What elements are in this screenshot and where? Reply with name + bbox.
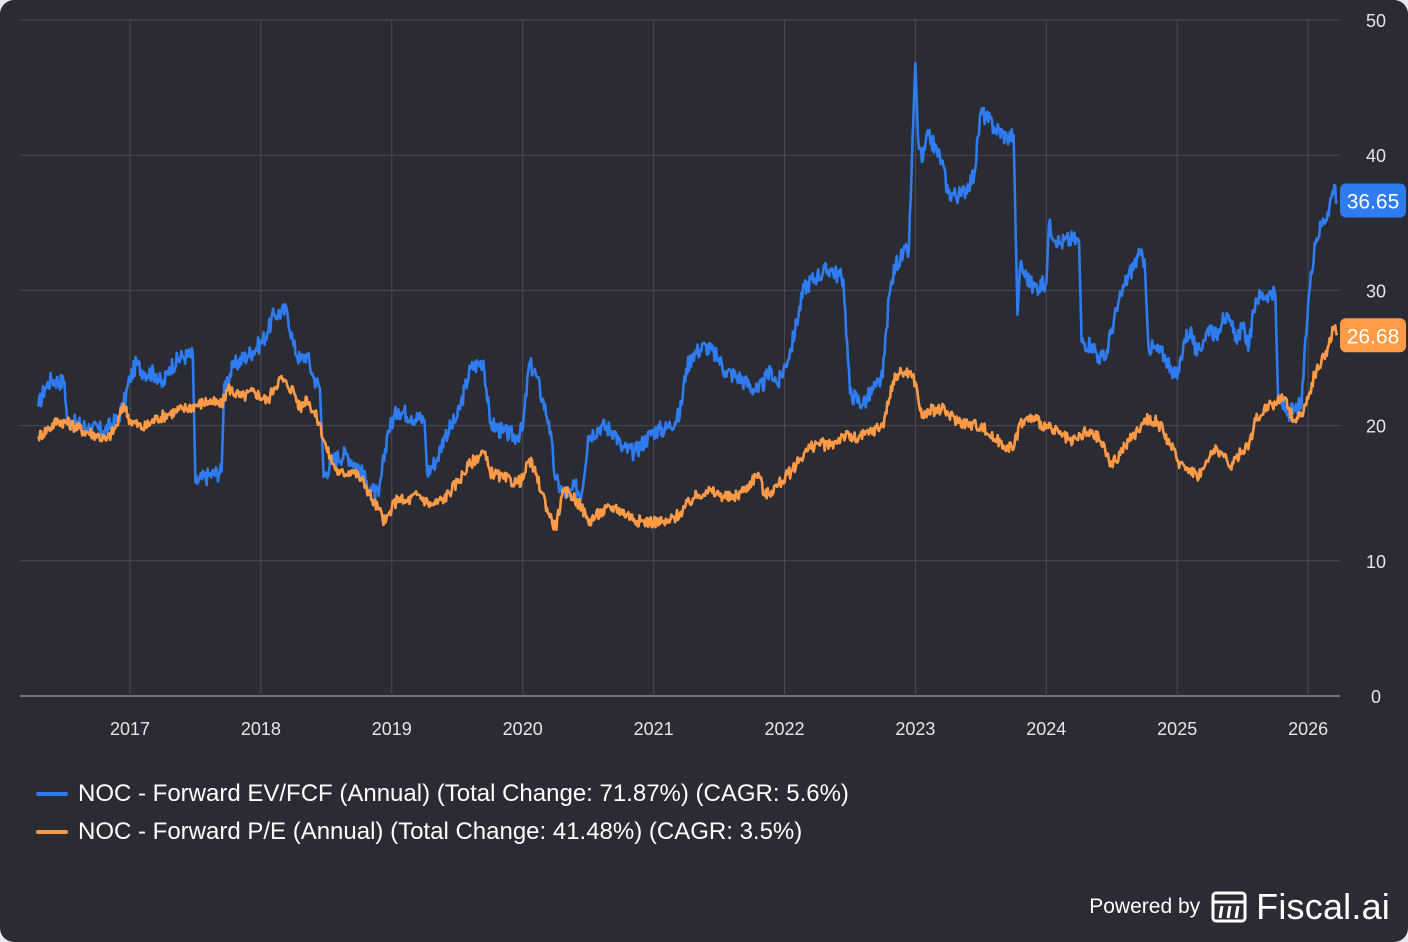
x-tick-label: 2020 [503,719,543,739]
y-tick-label: 50 [1366,11,1386,31]
last-value-badge-pe [1340,318,1406,353]
legend-label-ev-fcf: NOC - Forward EV/FCF (Annual) (Total Cha… [78,780,849,807]
y-tick-label: 0 [1371,687,1381,707]
y-tick-label: 20 [1366,417,1386,437]
x-tick-label: 2026 [1288,719,1328,739]
x-tick-label: 2025 [1157,719,1197,739]
x-tick-label: 2022 [764,719,804,739]
legend-swatch-pe [36,830,68,834]
brand-name: Fiscal.ai [1256,886,1390,927]
last-value-label-ev-fcf: 36.65 [1347,190,1400,213]
legend-item-ev-fcf[interactable]: NOC - Forward EV/FCF (Annual) (Total Cha… [36,780,849,808]
y-tick-label: 10 [1366,552,1386,572]
x-tick-label: 2019 [372,719,412,739]
legend-item-pe[interactable]: NOC - Forward P/E (Annual) (Total Change… [36,818,802,846]
x-tick-label: 2017 [110,719,150,739]
x-tick-label: 2018 [241,719,281,739]
powered-by-text: Powered by [1089,895,1201,918]
last-value-label-pe: 26.68 [1347,325,1400,348]
fiscal-logo-icon [1211,891,1247,923]
powered-by-branding[interactable]: Powered by Fiscal.ai [1089,886,1390,928]
x-tick-label: 2023 [895,719,935,739]
x-tick-label: 2021 [634,719,674,739]
legend-label-pe: NOC - Forward P/E (Annual) (Total Change… [78,818,803,845]
y-tick-label: 30 [1366,281,1386,301]
label-layer: 0 10 20 30 40 50 2017 2018 2019 2020 2021 2022 2023 2… [110,11,1406,739]
legend-swatch-ev-fcf [36,792,68,796]
series-line-ev-fcf [37,62,1339,502]
series-layer [37,62,1339,532]
x-tick-label: 2024 [1026,719,1066,739]
last-value-badge-ev-fcf [1340,183,1406,218]
y-tick-label: 40 [1366,146,1386,166]
chart: 0 10 20 30 40 50 2017 2018 2019 2020 2021 2022 2023 2… [20,11,1406,739]
grid-layer [20,19,1340,697]
series-line-pe [37,324,1339,532]
